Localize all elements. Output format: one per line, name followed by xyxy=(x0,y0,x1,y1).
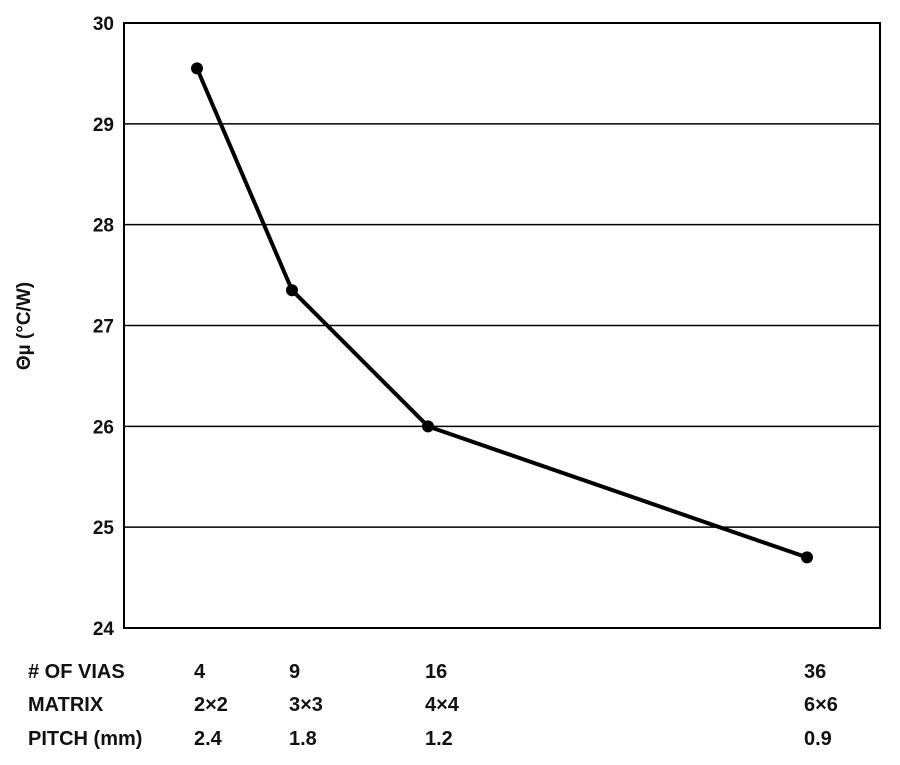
x-row-label: PITCH (mm) xyxy=(28,728,142,750)
data-point xyxy=(191,62,203,75)
y-tick-label: 27 xyxy=(93,317,114,338)
data-point xyxy=(422,420,434,433)
y-axis-label: Θµ (°C/W) xyxy=(14,282,35,370)
x-tick-label: 3×3 xyxy=(289,694,323,716)
y-tick-label: 24 xyxy=(93,619,115,640)
y-tick-label: 28 xyxy=(93,216,114,237)
y-tick-label: 30 xyxy=(93,14,114,35)
x-tick-label: 4×4 xyxy=(425,694,460,716)
x-tick-label: 2.4 xyxy=(194,728,223,750)
x-tick-label: 2×2 xyxy=(194,694,228,716)
grid-lines xyxy=(124,123,880,528)
x-tick-label: 36 xyxy=(804,661,826,683)
x-tick-label: 6×6 xyxy=(804,694,838,716)
y-tick-label: 29 xyxy=(93,115,114,136)
series-group xyxy=(191,62,813,564)
y-tick-labels: 24 25 26 27 28 29 30 xyxy=(93,14,115,640)
x-tick-label: 1.2 xyxy=(425,728,453,750)
x-tick-label: 0.9 xyxy=(804,728,832,750)
x-tick-label: 16 xyxy=(425,661,447,683)
x-row-label: MATRIX xyxy=(28,694,104,716)
y-tick-label: 26 xyxy=(93,417,114,438)
x-tick-label: 4 xyxy=(194,661,206,683)
y-tick-label: 25 xyxy=(93,518,115,539)
data-point xyxy=(286,284,298,297)
data-point xyxy=(801,551,813,564)
x-category-table: # OF VIAS 4 9 16 36 MATRIX 2×2 3×3 4×4 6×6 PITCH (… xyxy=(28,661,838,750)
plot-frame xyxy=(123,22,881,629)
series-line xyxy=(195,67,808,560)
x-tick-label: 9 xyxy=(289,661,300,683)
x-row-label: # OF VIAS xyxy=(28,661,125,683)
x-tick-label: 1.8 xyxy=(289,728,317,750)
